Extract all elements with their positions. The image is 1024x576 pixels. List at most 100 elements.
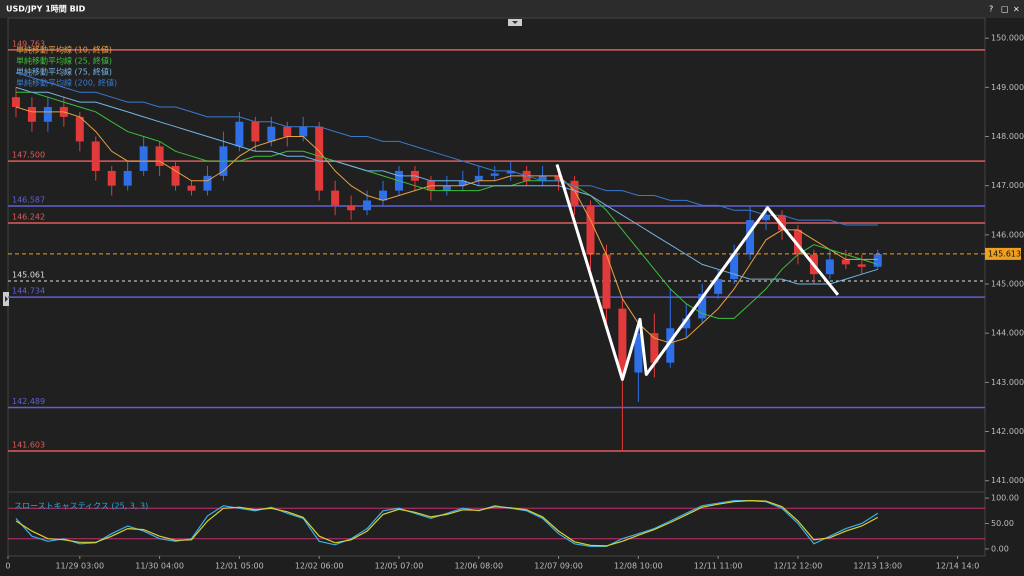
line-series	[15, 86, 878, 285]
x-tick-label: 12/14 14:0	[936, 562, 980, 571]
y-tick-label: 144.000	[991, 329, 1024, 338]
x-tick-label: 12/11 11:00	[694, 562, 743, 571]
x-tick-label: 12/12 12:00	[774, 562, 823, 571]
candle-body	[554, 175, 563, 181]
x-tick-label: 12/02 06:00	[295, 562, 344, 571]
candle-body	[283, 126, 292, 137]
candle-body	[75, 116, 84, 142]
candle-body	[43, 107, 52, 122]
y-tick-label: 146.000	[991, 230, 1024, 239]
candle-body	[650, 333, 659, 363]
candle-body	[777, 215, 786, 230]
last-price-box	[985, 247, 1021, 260]
candle-body	[331, 190, 340, 206]
level-label: 144.734	[12, 287, 45, 296]
level-label: 146.242	[12, 212, 45, 221]
candle-body	[171, 166, 180, 186]
candle-body	[570, 180, 579, 206]
candle-body	[315, 126, 324, 191]
sub-panel	[7, 491, 986, 557]
candle-body	[379, 190, 388, 201]
title-bar	[0, 0, 1024, 18]
main-panel	[7, 17, 986, 493]
line-series	[15, 500, 879, 547]
y-tick-label: 100.00	[991, 494, 1019, 503]
window-title: USD/JPY 1時間 BID	[6, 4, 86, 14]
y-tick-label: 150.000	[991, 34, 1024, 43]
candle-body	[27, 107, 36, 122]
x-tick-label: 12/07 09:00	[534, 562, 583, 571]
candle-body	[11, 97, 20, 108]
line-series	[15, 106, 878, 344]
candle-body	[857, 264, 866, 267]
candle-body	[506, 170, 515, 174]
level-label: 149.763	[12, 39, 45, 48]
candle-body	[187, 185, 196, 191]
candle-body	[841, 259, 850, 265]
x-tick-label: 0	[5, 562, 10, 571]
candle-body	[825, 259, 834, 275]
candle-body	[251, 121, 260, 142]
candle-body	[123, 170, 132, 186]
candle-body	[139, 146, 148, 171]
y-tick-label: 145.000	[991, 280, 1024, 289]
main-chart: 141.000 142.000 143.000 144.000 145.000 146.0…	[5, 34, 1024, 571]
y-tick-label: 148.000	[991, 132, 1024, 141]
x-tick-label: 11/30 04:00	[135, 562, 184, 571]
y-tick-label: 147.000	[991, 181, 1024, 190]
candle-body	[538, 175, 547, 181]
last-price-label: 145.613	[988, 249, 1021, 258]
candle-body	[586, 205, 595, 255]
level-label: 145.061	[12, 271, 45, 280]
legend-entry: 単純移動平均線 (25, 終値)	[16, 56, 112, 66]
sub-chart: 0.00 50.00 100.00 スローストキャスティクス (25, 3, 3)	[8, 494, 1019, 553]
x-tick-label: 12/01 05:00	[215, 562, 264, 571]
y-tick-label: 149.000	[991, 83, 1024, 92]
line-series	[16, 91, 878, 319]
line-series	[15, 72, 878, 226]
x-tick-label: 12/13 13:00	[853, 562, 902, 571]
candle-body	[235, 121, 244, 147]
candle-body	[474, 175, 483, 181]
level-label: 147.500	[12, 151, 45, 160]
candle-body	[634, 333, 643, 373]
candle-body	[618, 308, 627, 373]
legend-entry: 単純移動平均線 (200, 終値)	[16, 78, 117, 88]
candle-body	[363, 200, 372, 211]
candle-body	[698, 293, 707, 319]
candle-body	[155, 146, 164, 167]
maximize-button[interactable]: □	[1001, 5, 1009, 14]
candle-body	[347, 205, 356, 211]
candle-body	[730, 254, 739, 280]
candle-body	[458, 180, 467, 186]
close-button[interactable]: ×	[1013, 5, 1020, 14]
candle-body	[666, 328, 675, 363]
legend-entry: 単純移動平均線 (10, 終値)	[16, 45, 112, 55]
y-tick-label: 50.00	[991, 519, 1014, 528]
candle-body	[746, 220, 755, 255]
level-label: 141.603	[12, 441, 45, 450]
x-tick-label: 12/06 08:00	[454, 562, 503, 571]
x-tick-label: 12/05 07:00	[375, 562, 424, 571]
candle-body	[682, 318, 691, 329]
help-button[interactable]: ?	[989, 5, 993, 14]
trend-drawing	[555, 164, 840, 381]
level-label: 146.587	[12, 195, 45, 204]
candle-body	[490, 173, 499, 176]
collapse-icon	[512, 21, 518, 24]
legend-entry: 単純移動平均線 (75, 終値)	[16, 67, 112, 77]
candle-body	[602, 254, 611, 309]
candle-body	[873, 254, 882, 267]
x-tick-label: 12/08 10:00	[614, 562, 663, 571]
y-tick-label: 142.000	[991, 427, 1024, 436]
candle-body	[267, 126, 276, 142]
candle-body	[299, 126, 308, 137]
indicator-title: スローストキャスティクス (25, 3, 3)	[14, 502, 148, 511]
candle-body	[442, 185, 451, 191]
y-tick-label: 0.00	[991, 544, 1009, 553]
candle-body	[762, 215, 771, 221]
candle-body	[793, 229, 802, 255]
candle-body	[714, 279, 723, 294]
